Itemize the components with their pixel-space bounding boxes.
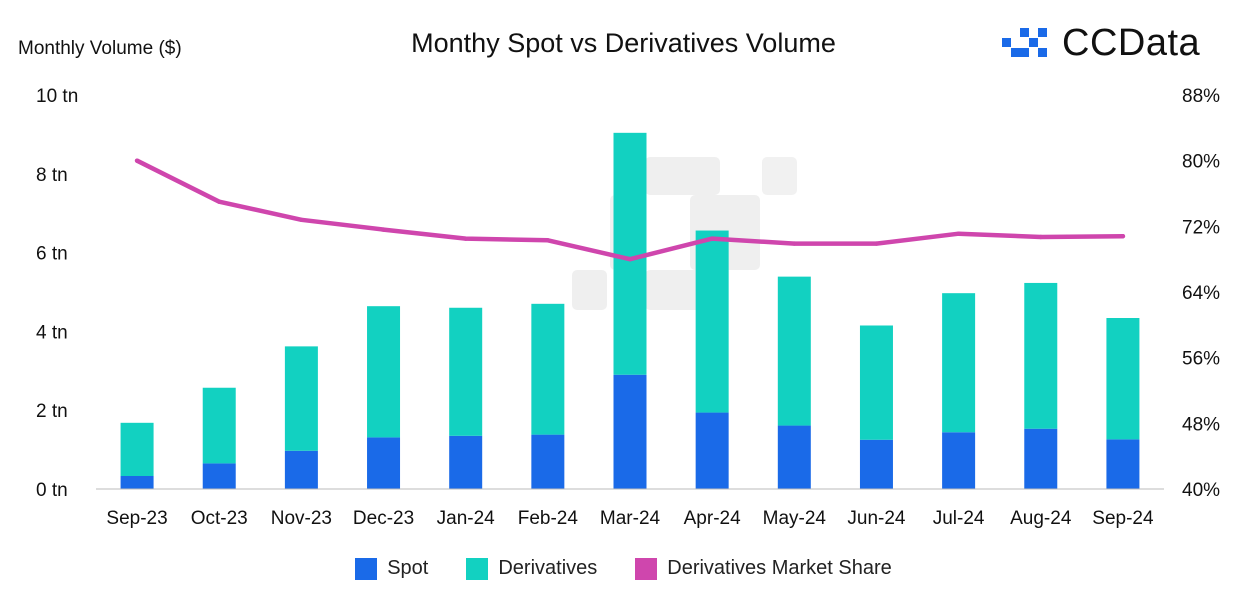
legend-swatch-spot xyxy=(355,557,378,580)
share-line-group xyxy=(134,158,1126,262)
bar-spot-Oct-23 xyxy=(202,463,236,489)
legend-swatch-share xyxy=(635,557,658,580)
share-point-Mar-24 xyxy=(627,256,633,262)
share-point-Jun-24 xyxy=(874,241,879,246)
ccdata-logo-icon xyxy=(1002,27,1047,57)
share-point-May-24 xyxy=(792,241,797,246)
x-tick-label: Feb-24 xyxy=(518,508,579,529)
bar-spot-Jan-24 xyxy=(449,435,483,489)
bar-derivatives-Jul-24 xyxy=(942,293,976,433)
bar-spot-Sep-23 xyxy=(120,475,154,489)
bar-spot-Jul-24 xyxy=(942,432,976,489)
y-left-tick-label: 6 tn xyxy=(36,244,68,265)
y-left-tick-label: 8 tn xyxy=(36,165,68,186)
share-point-Nov-23 xyxy=(299,217,304,222)
bar-derivatives-Oct-23 xyxy=(202,387,236,464)
legend-label-share: Derivatives Market Share xyxy=(667,557,892,579)
bar-derivatives-May-24 xyxy=(777,276,811,426)
x-tick-label: May-24 xyxy=(763,508,827,529)
bar-derivatives-Mar-24 xyxy=(613,132,647,375)
bar-spot-Feb-24 xyxy=(531,434,565,489)
y-left-tick-label: 0 tn xyxy=(36,480,68,501)
chart-title: Monthy Spot vs Derivatives Volume xyxy=(411,28,836,58)
bar-derivatives-Sep-24 xyxy=(1106,318,1140,440)
bar-derivatives-Feb-24 xyxy=(531,303,565,435)
x-tick-label: Nov-23 xyxy=(271,508,332,529)
legend-label-spot: Spot xyxy=(387,557,429,579)
y-right-tick-label: 40% xyxy=(1182,480,1220,501)
bar-derivatives-Jun-24 xyxy=(859,325,893,440)
y-right-tick-label: 56% xyxy=(1182,349,1220,370)
y-left-tick-label: 2 tn xyxy=(36,401,68,422)
share-point-Sep-24 xyxy=(1120,233,1126,239)
share-point-Sep-23 xyxy=(134,158,140,163)
brand-name: CCData xyxy=(1062,22,1201,64)
bar-spot-Dec-23 xyxy=(367,437,401,489)
x-tick-label: Jun-24 xyxy=(847,508,906,529)
y-left-tick-label: 4 tn xyxy=(36,322,68,343)
bar-derivatives-Aug-24 xyxy=(1024,282,1058,429)
x-tick-label: Sep-23 xyxy=(106,508,167,529)
x-tick-label: Aug-24 xyxy=(1010,508,1072,529)
x-tick-label: Dec-23 xyxy=(353,508,414,529)
share-point-Dec-23 xyxy=(381,227,386,232)
x-tick-label: Oct-23 xyxy=(191,508,248,529)
x-tick-label: Apr-24 xyxy=(684,508,741,529)
bar-derivatives-Nov-23 xyxy=(284,346,318,451)
legend-item-share: Derivatives Market Share xyxy=(635,557,892,580)
bar-spot-May-24 xyxy=(777,425,811,489)
watermark-logo xyxy=(572,157,797,310)
y-left-tick-label: 10 tn xyxy=(36,86,78,107)
legend-swatch-derivatives xyxy=(466,557,489,580)
legend-item-spot: Spot xyxy=(355,557,428,580)
bar-spot-Aug-24 xyxy=(1024,428,1058,489)
bar-derivatives-Sep-23 xyxy=(120,422,154,476)
legend-label-derivatives: Derivatives xyxy=(498,557,598,579)
brand-logo: CCData xyxy=(1000,22,1200,65)
x-tick-label: Mar-24 xyxy=(600,508,661,529)
x-tick-label: Jan-24 xyxy=(437,508,496,529)
bars-group xyxy=(120,132,1140,489)
bar-derivatives-Jan-24 xyxy=(449,307,483,436)
x-tick-label: Jul-24 xyxy=(933,508,985,529)
bar-spot-Nov-23 xyxy=(284,450,318,489)
bar-derivatives-Dec-23 xyxy=(367,306,401,438)
y-right-tick-label: 88% xyxy=(1182,86,1220,107)
y-right-tick-label: 64% xyxy=(1182,283,1220,304)
legend: Spot Derivatives Derivatives Market Shar… xyxy=(0,557,1247,580)
y-right-tick-label: 72% xyxy=(1182,217,1220,238)
x-tick-label: Sep-24 xyxy=(1092,508,1154,529)
y-axis-unit-label: Monthly Volume ($) xyxy=(18,38,182,59)
y-axis-right: 40% 48% 56% 64% 72% 80% 88% xyxy=(1182,86,1220,501)
bar-spot-Sep-24 xyxy=(1106,439,1140,489)
bar-spot-Jun-24 xyxy=(859,439,893,489)
share-point-Feb-24 xyxy=(545,238,551,243)
share-point-Jan-24 xyxy=(463,236,468,241)
y-axis-left: 0 tn 2 tn 4 tn 6 tn 8 tn 10 tn xyxy=(36,86,78,501)
share-point-Oct-23 xyxy=(217,199,222,204)
y-right-tick-label: 80% xyxy=(1182,152,1220,173)
bar-spot-Mar-24 xyxy=(613,374,647,489)
bar-spot-Apr-24 xyxy=(695,412,729,489)
x-axis: Sep-23 Oct-23 Nov-23 Dec-23 Jan-24 Feb-24 Mar-… xyxy=(96,488,1164,529)
share-point-Jul-24 xyxy=(956,231,961,236)
bar-derivatives-Apr-24 xyxy=(695,230,729,413)
y-right-tick-label: 48% xyxy=(1182,414,1220,435)
share-point-Aug-24 xyxy=(1038,234,1043,240)
legend-item-derivatives: Derivatives xyxy=(466,557,597,580)
share-point-Apr-24 xyxy=(709,236,715,241)
